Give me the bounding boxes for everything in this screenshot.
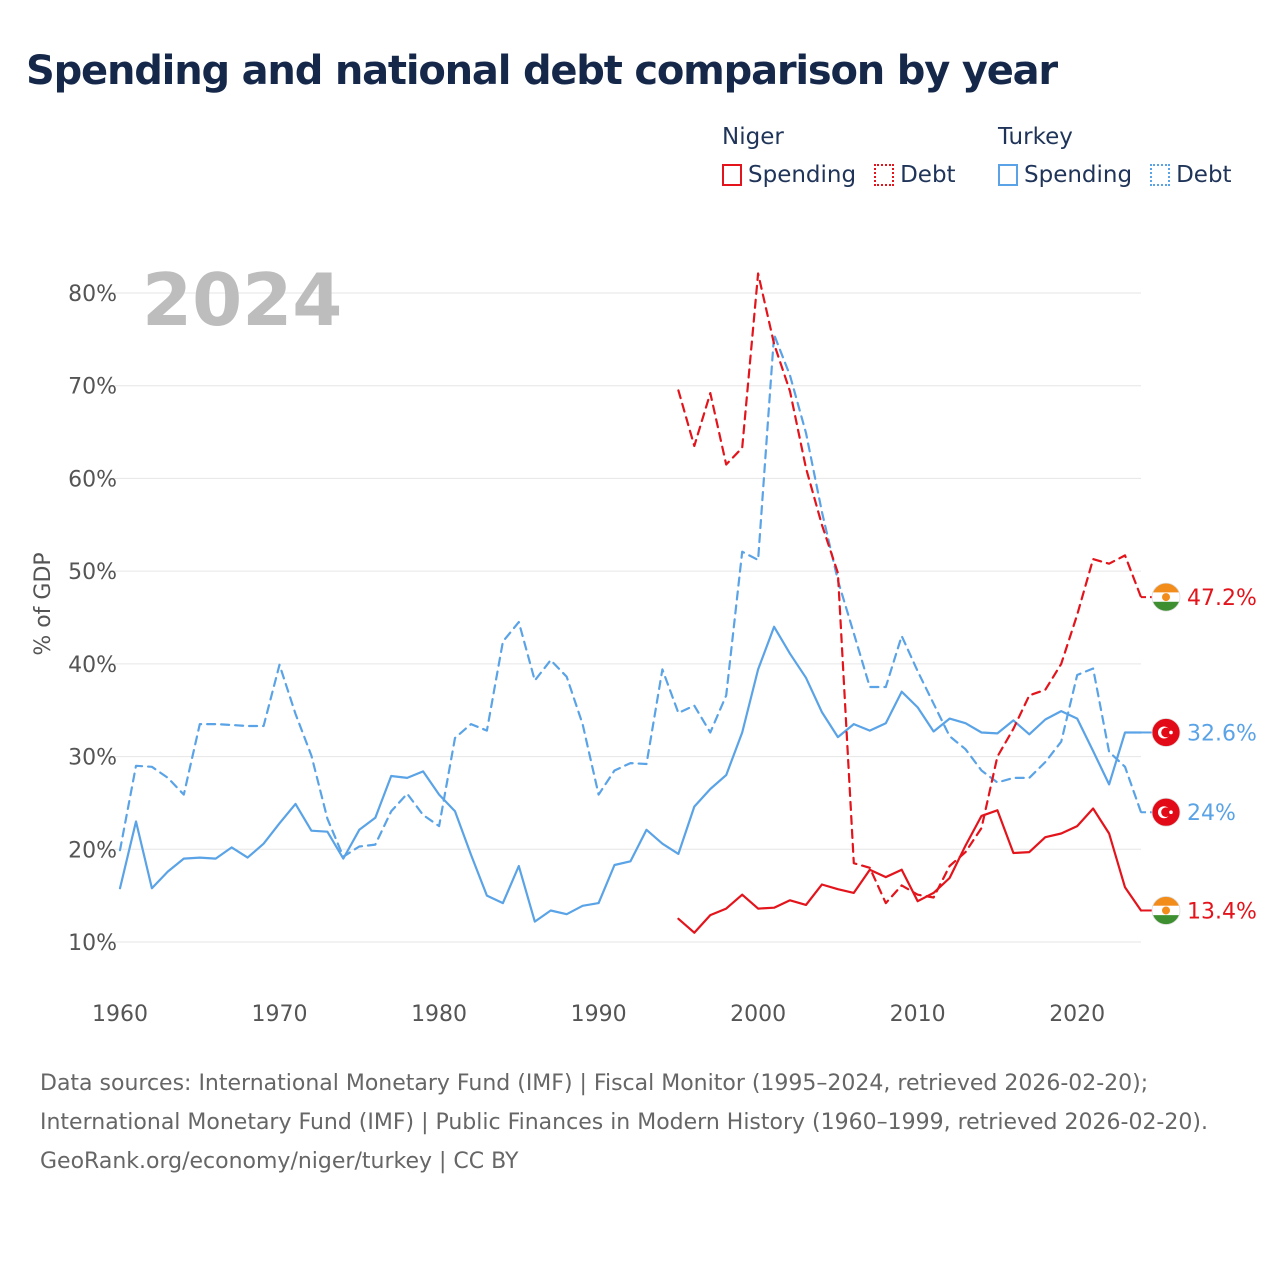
source-note: Data sources: International Monetary Fun… [40, 1064, 1240, 1181]
current-year-label: 2024 [142, 258, 342, 342]
legend-item-niger-spending[interactable]: Spending [722, 162, 856, 188]
legend-label: Spending [748, 162, 857, 188]
x-tick-label: 1970 [252, 1002, 308, 1027]
chart-title: Spending and national debt comparison by… [26, 48, 1058, 94]
x-tick-label: 1960 [92, 1002, 148, 1027]
legend-swatch-dotted [1150, 164, 1171, 186]
turkey-flag-icon [1151, 718, 1181, 747]
end-labels: 32.6% 24% 13.4% 47.2% [1141, 582, 1257, 925]
legend-group-name: Turkey [998, 124, 1073, 150]
series-line-niger-debt [677, 272, 1143, 905]
legend-swatch-dotted [874, 164, 895, 186]
y-tick-label: 80% [68, 282, 117, 307]
series-line-turkey-spending [118, 625, 1143, 923]
legend-group-niger: Niger Spending Debt [722, 124, 974, 188]
series-line-niger-spending [677, 807, 1143, 934]
x-axis-ticks: 1960 1970 1980 1990 2000 2010 2020 [92, 1002, 1105, 1027]
x-tick-label: 1990 [571, 1002, 627, 1027]
y-tick-label: 70% [68, 375, 117, 400]
series-lines [118, 272, 1143, 934]
line-chart: 2024 % of GDP 10% 20% 30% 40% 50% 60% 70% 80% 1… [31, 258, 1257, 1027]
end-value-label: 32.6% [1187, 721, 1257, 746]
grid-lines [108, 292, 1141, 943]
turkey-flag-icon [1151, 797, 1181, 827]
legend-group-turkey: Turkey Spending Debt [998, 124, 1250, 188]
niger-flag-icon [1151, 896, 1181, 925]
legend-label: Debt [900, 162, 956, 188]
y-axis-label: % of GDP [31, 552, 56, 655]
legend-item-niger-debt[interactable]: Debt [874, 162, 956, 188]
x-tick-label: 2020 [1049, 1002, 1105, 1027]
y-tick-label: 10% [68, 931, 117, 956]
legend-group-name: Niger [722, 124, 784, 150]
end-value-label: 13.4% [1187, 899, 1257, 924]
y-tick-label: 40% [68, 653, 117, 678]
y-tick-label: 60% [68, 467, 117, 492]
x-tick-label: 2000 [730, 1002, 786, 1027]
end-value-label: 47.2% [1187, 586, 1257, 611]
legend-swatch-solid [722, 164, 742, 186]
attribution-link[interactable]: GeoRank.org/economy/niger/turkey | CC BY [40, 1149, 519, 1174]
y-tick-label: 50% [68, 560, 117, 585]
end-value-label: 24% [1187, 801, 1236, 826]
x-tick-label: 2010 [890, 1002, 946, 1027]
x-tick-label: 1980 [411, 1002, 467, 1027]
y-tick-label: 30% [68, 746, 117, 771]
legend-swatch-solid [998, 164, 1018, 186]
legend-item-turkey-debt[interactable]: Debt [1150, 162, 1232, 188]
series-line-turkey-debt [118, 333, 1143, 858]
y-tick-label: 20% [68, 838, 117, 863]
legend-label: Debt [1176, 162, 1232, 188]
legend-item-turkey-spending[interactable]: Spending [998, 162, 1132, 188]
y-axis-ticks: 10% 20% 30% 40% 50% 60% 70% 80% [68, 282, 117, 956]
data-sources-text: Data sources: International Monetary Fun… [40, 1071, 1208, 1135]
niger-flag-icon [1151, 582, 1181, 612]
legend-label: Spending [1024, 162, 1133, 188]
